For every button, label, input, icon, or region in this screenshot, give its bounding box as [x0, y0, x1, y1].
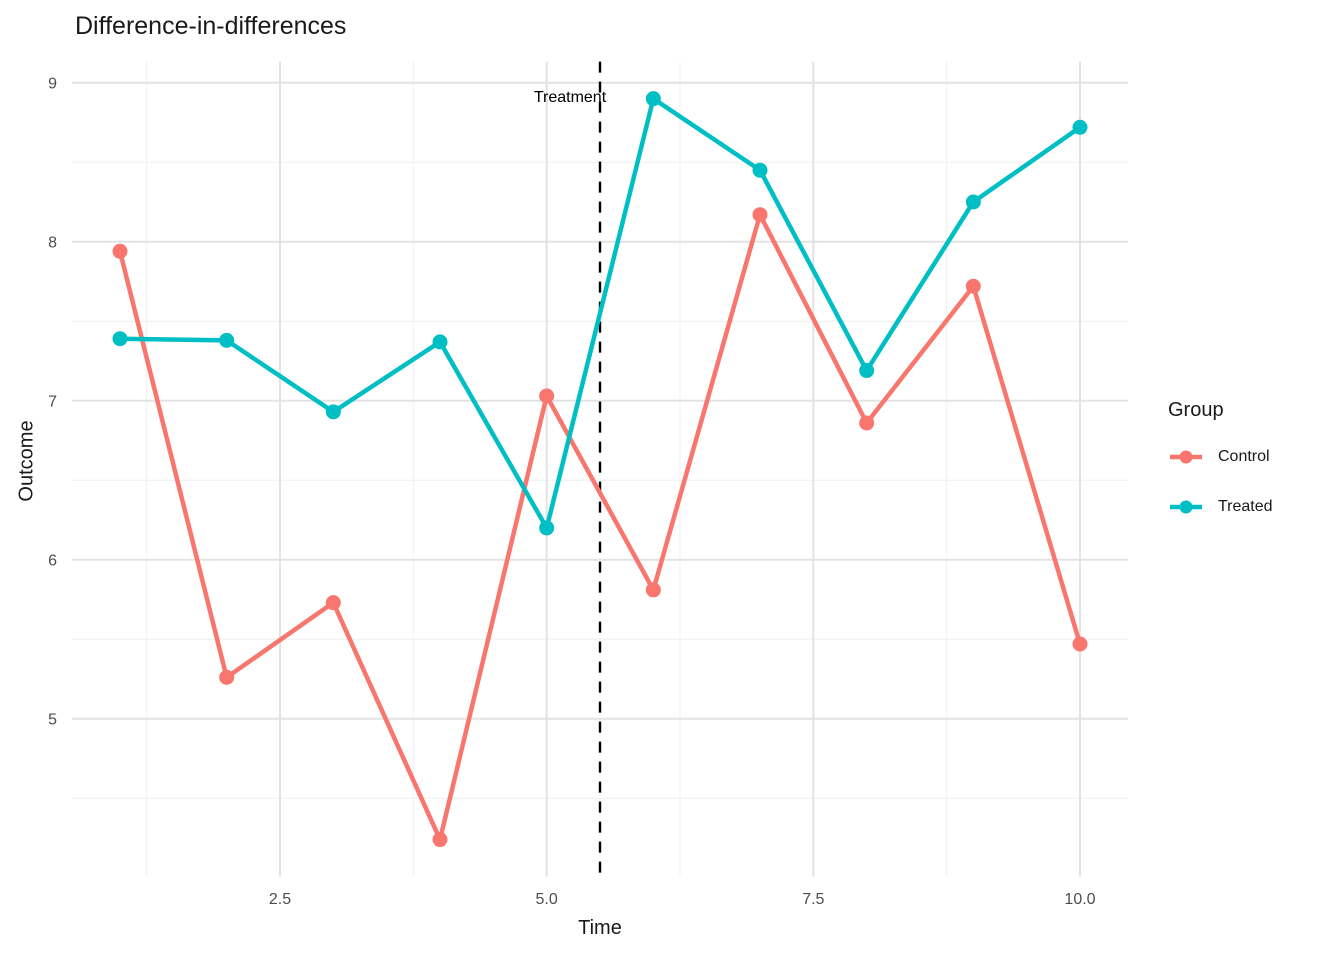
- data-point-control-3: [325, 595, 341, 611]
- data-point-control-6: [645, 582, 661, 598]
- data-point-treated-9: [965, 194, 981, 210]
- y-tick-label: 7: [48, 394, 57, 411]
- data-point-control-7: [752, 207, 768, 223]
- legend: Group Control Treated: [1168, 399, 1273, 542]
- y-tick-label: 8: [48, 235, 57, 252]
- y-tick-label: 9: [48, 76, 57, 93]
- legend-key-control-icon: [1170, 450, 1202, 464]
- data-point-treated-2: [219, 332, 235, 348]
- y-tick-label: 6: [48, 553, 57, 570]
- treatment-annotation: Treatment: [533, 89, 607, 106]
- legend-key-treated-icon: [1170, 500, 1202, 514]
- series-line-treated: [117, 96, 1083, 531]
- data-point-treated-8: [859, 363, 875, 379]
- x-tick-label: 5.0: [536, 891, 558, 908]
- data-point-treated-1: [112, 331, 128, 347]
- data-point-treated-3: [325, 404, 341, 420]
- data-point-treated-4: [432, 334, 448, 350]
- data-point-control-1: [112, 243, 128, 259]
- x-axis-title: Time: [578, 917, 622, 939]
- x-tick-label: 2.5: [269, 891, 291, 908]
- data-point-treated-7: [752, 162, 768, 178]
- data-point-treated-6: [645, 91, 661, 107]
- x-tick-label: 10.0: [1064, 891, 1095, 908]
- chart-title: Difference-in-differences: [75, 12, 347, 40]
- data-point-control-4: [432, 832, 448, 848]
- data-point-control-5: [539, 388, 555, 404]
- legend-title: Group: [1168, 399, 1224, 421]
- data-point-treated-5: [539, 520, 555, 536]
- legend-label-treated: Treated: [1218, 498, 1273, 515]
- data-point-control-10: [1072, 636, 1088, 652]
- legend-item-treated: Treated: [1168, 492, 1273, 522]
- data-point-control-8: [859, 415, 875, 431]
- data-point-control-2: [219, 669, 235, 685]
- data-point-control-9: [965, 278, 981, 294]
- y-axis-title: Outcome: [15, 420, 38, 502]
- x-tick-label: 7.5: [802, 891, 824, 908]
- data-point-treated-10: [1072, 119, 1088, 135]
- series-line-control: [117, 212, 1083, 842]
- legend-item-control: Control: [1168, 442, 1273, 472]
- y-tick-label: 5: [48, 712, 57, 729]
- legend-label-control: Control: [1218, 448, 1270, 465]
